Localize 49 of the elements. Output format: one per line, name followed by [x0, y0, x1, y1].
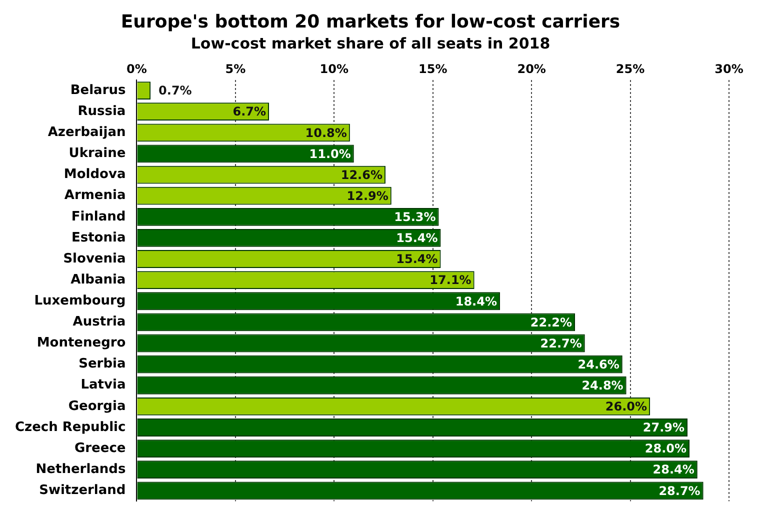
data-label: 27.9% — [642, 420, 685, 435]
y-tick-label: Austria — [72, 314, 126, 330]
y-tick-label: Armenia — [64, 188, 126, 204]
y-tick-label: Luxembourg — [34, 294, 126, 309]
data-label: 11.0% — [309, 146, 351, 161]
data-label: 12.9% — [346, 188, 388, 203]
y-tick-label: Slovenia — [63, 251, 126, 266]
y-tick-label: Georgia — [68, 398, 126, 414]
y-tick-label: Ukraine — [68, 146, 126, 162]
x-tick-label: 25% — [616, 62, 645, 76]
y-tick-label: Albania — [70, 272, 126, 288]
y-tick-label: Greece — [74, 440, 126, 456]
y-tick-label: Switzerland — [39, 483, 126, 498]
x-tick-label: 15% — [418, 62, 448, 76]
data-label: 15.4% — [396, 231, 438, 246]
data-label: 28.7% — [658, 484, 700, 498]
data-label: 28.0% — [644, 442, 687, 456]
data-label: 15.3% — [394, 210, 436, 224]
data-label: 26.0% — [605, 400, 648, 414]
data-label: 6.7% — [232, 104, 266, 119]
x-tick-label: 30% — [714, 62, 744, 76]
data-label: 18.4% — [455, 294, 497, 308]
x-tick-label: 5% — [225, 62, 246, 76]
y-tick-label: Moldova — [64, 167, 126, 182]
data-label: 12.6% — [340, 168, 382, 182]
y-tick-label: Montenegro — [36, 336, 126, 351]
data-label: 24.8% — [582, 378, 624, 392]
y-tick-label: Russia — [78, 104, 126, 119]
y-tick-label: Azerbaijan — [48, 125, 126, 140]
chart-subtitle: Low-cost market share of all seats in 2018 — [190, 34, 550, 52]
data-label: 0.7% — [158, 84, 192, 98]
x-tick-label: 10% — [320, 62, 349, 76]
y-tick-label: Serbia — [78, 356, 126, 372]
data-label: 22.7% — [540, 336, 582, 350]
y-tick-label: Finland — [71, 209, 126, 224]
x-tick-label: 20% — [517, 62, 546, 76]
data-label: 22.2% — [530, 315, 572, 330]
y-tick-label: Netherlands — [36, 462, 126, 477]
data-label: 17.1% — [430, 273, 472, 288]
data-label: 10.8% — [305, 126, 347, 140]
y-tick-label: Czech Republic — [14, 420, 126, 435]
y-tick-label: Belarus — [70, 82, 126, 98]
x-tick-label: 0% — [126, 62, 147, 76]
y-tick-label: Latvia — [80, 378, 126, 393]
data-label: 24.6% — [578, 357, 620, 372]
data-label: 28.4% — [652, 462, 694, 477]
y-tick-label: Estonia — [71, 230, 126, 246]
chart-title: Europe's bottom 20 markets for low-cost carriers — [120, 11, 620, 32]
data-label: 15.4% — [396, 252, 438, 266]
